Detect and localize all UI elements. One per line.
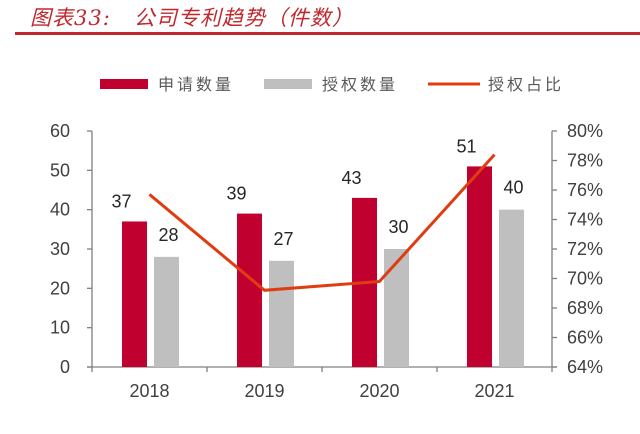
ratio-line-path xyxy=(148,153,496,292)
bar-grants xyxy=(384,249,409,367)
data-label-applications: 43 xyxy=(341,168,361,188)
y-left-tick-label: 30 xyxy=(50,239,70,259)
bar-grants xyxy=(269,260,294,367)
legend-label: 申请数量 xyxy=(158,75,234,94)
bar-grants xyxy=(154,256,179,367)
x-tick-label: 2019 xyxy=(244,381,284,401)
y-right-tick-label: 70% xyxy=(567,269,603,289)
bar-applications xyxy=(122,221,147,367)
data-label-applications: 37 xyxy=(111,191,131,211)
legend-swatch-applications xyxy=(100,79,148,89)
bar-applications xyxy=(467,166,492,367)
y-left-tick-label: 0 xyxy=(60,357,70,377)
title-divider xyxy=(15,32,640,35)
y-right-tick-label: 80% xyxy=(567,121,603,141)
data-label-grants: 27 xyxy=(273,229,293,249)
legend: 申请数量 授权数量 授权占比 xyxy=(100,75,564,94)
data-label-applications: 39 xyxy=(226,184,246,204)
figure-title: 图表33: 公司专利趋势（件数） xyxy=(30,6,354,30)
y-right-tick-label: 66% xyxy=(567,328,603,348)
y-right-tick-label: 64% xyxy=(567,357,603,377)
y-right-tick-label: 72% xyxy=(567,239,603,259)
data-label-grants: 30 xyxy=(388,217,408,237)
y-right-tick-label: 74% xyxy=(567,210,603,230)
data-labels: 37 28 39 27 43 30 51 40 xyxy=(111,136,523,248)
legend-label: 授权数量 xyxy=(322,75,398,94)
y-left-tick-label: 20 xyxy=(50,278,70,298)
ratio-line xyxy=(148,153,496,292)
legend-swatch-grants xyxy=(264,79,312,89)
y-left-tick-label: 60 xyxy=(50,121,70,141)
data-label-grants: 28 xyxy=(158,225,178,245)
y-left-tick-label: 40 xyxy=(50,200,70,220)
y-left-tick-label: 10 xyxy=(50,318,70,338)
data-label-applications: 51 xyxy=(456,136,476,156)
bar-grants xyxy=(499,209,524,367)
x-tick-label: 2018 xyxy=(129,381,169,401)
legend-label: 授权占比 xyxy=(488,75,564,94)
bars xyxy=(122,166,524,367)
x-tick-label: 2021 xyxy=(474,381,514,401)
data-label-grants: 40 xyxy=(503,178,523,198)
y-right-tick-label: 68% xyxy=(567,298,603,318)
bar-applications xyxy=(237,213,262,367)
y-right-tick-label: 76% xyxy=(567,180,603,200)
y-right-tick-label: 78% xyxy=(567,151,603,171)
x-tick-label: 2020 xyxy=(359,381,399,401)
y-left-tick-label: 50 xyxy=(50,160,70,180)
